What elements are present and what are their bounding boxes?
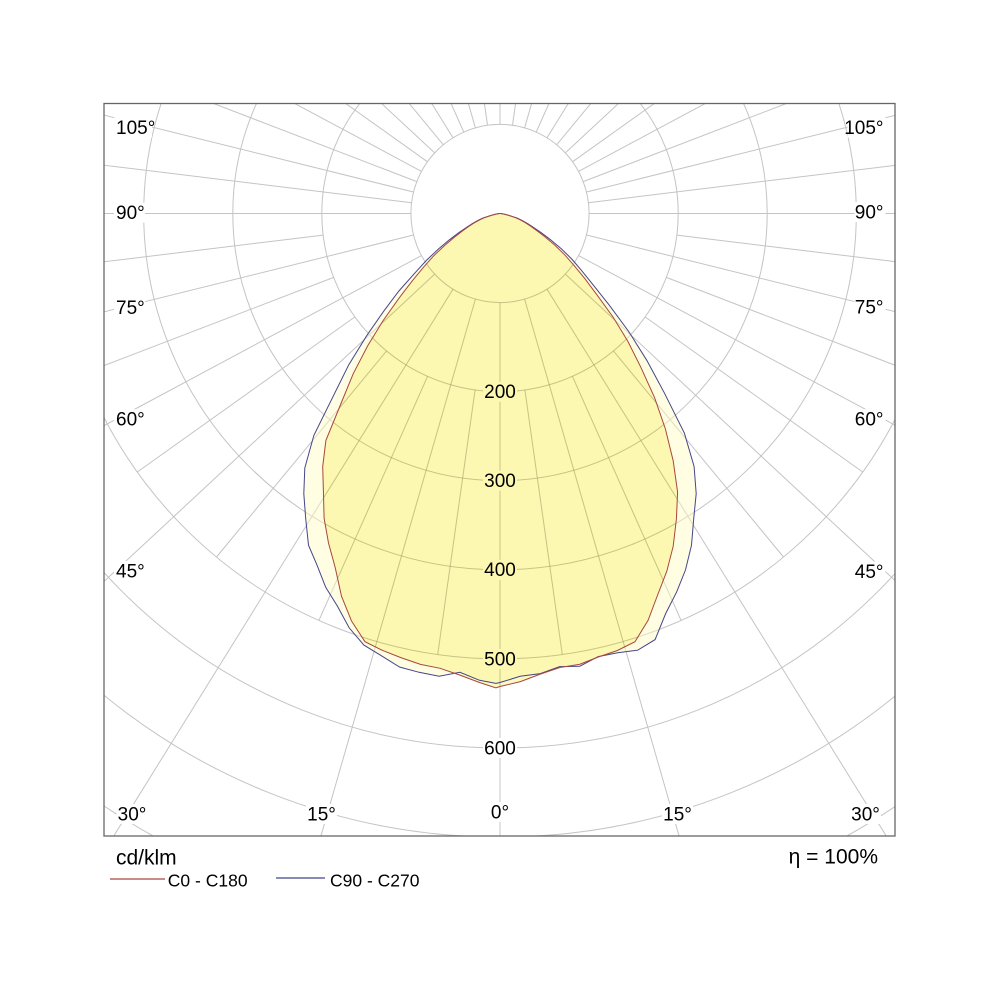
svg-text:90°: 90° (855, 202, 884, 223)
svg-text:30°: 30° (118, 804, 147, 825)
svg-text:45°: 45° (116, 561, 145, 582)
svg-text:75°: 75° (116, 298, 145, 319)
svg-text:η = 100%: η = 100% (789, 846, 878, 869)
svg-text:15°: 15° (663, 804, 692, 825)
svg-text:105°: 105° (844, 118, 883, 139)
svg-text:400: 400 (484, 560, 516, 581)
svg-text:C90 - C270: C90 - C270 (330, 870, 420, 890)
svg-text:0°: 0° (491, 802, 509, 823)
svg-text:60°: 60° (855, 410, 884, 431)
svg-text:60°: 60° (116, 410, 145, 431)
svg-text:cd/klm: cd/klm (116, 846, 177, 869)
svg-text:600: 600 (484, 738, 516, 759)
svg-text:45°: 45° (855, 562, 884, 583)
svg-text:200: 200 (484, 382, 516, 403)
svg-text:75°: 75° (855, 297, 884, 318)
svg-text:105°: 105° (116, 118, 155, 139)
svg-text:15°: 15° (307, 804, 336, 825)
svg-text:90°: 90° (116, 203, 145, 224)
svg-text:500: 500 (484, 649, 516, 670)
svg-text:30°: 30° (851, 804, 880, 825)
svg-text:C0 - C180: C0 - C180 (168, 870, 248, 890)
svg-text:300: 300 (484, 471, 516, 492)
